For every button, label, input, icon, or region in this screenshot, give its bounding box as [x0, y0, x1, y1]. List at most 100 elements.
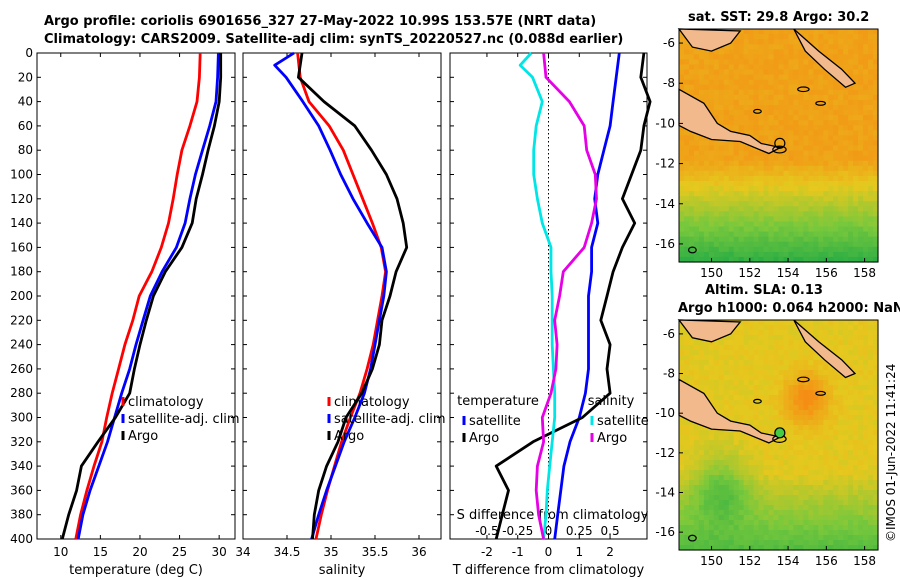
salinity-legend-label: climatology: [334, 395, 410, 410]
difference-series-t-argo: [494, 52, 652, 540]
salinity-legend-label: Argo: [334, 429, 364, 444]
ytick-label: 340: [10, 459, 33, 473]
difference-series-t-satellite: [553, 52, 621, 540]
map_sla-ytick-label: -10: [655, 406, 675, 420]
map_sst-ytick-label: -6: [663, 36, 675, 50]
salinity-axes-box: [242, 52, 442, 540]
map_sst-island: [815, 100, 826, 106]
difference-series-s-satellite: [518, 52, 557, 540]
difference-x2tick-label: 0: [545, 524, 553, 538]
difference-x2tick-label: -0.25: [502, 524, 533, 538]
temperature-xlabel: temperature (deg C): [69, 563, 203, 578]
temperature-series-argo: [60, 53, 223, 540]
temperature-xtick-label: 20: [132, 545, 147, 559]
temperature-xtick-label: 10: [53, 545, 68, 559]
map_sst-xtick-label: 150: [700, 266, 723, 280]
map_sla-island: [687, 534, 697, 542]
map_sst-land: [793, 28, 857, 89]
temperature-series-satellite-adj-clim: [76, 52, 220, 540]
temperature-xtick-label: 25: [172, 545, 187, 559]
map_sla-xtick-label: 158: [853, 554, 876, 568]
salinity-xtick-label: 36: [411, 545, 426, 559]
map-sst-title: sat. SST: 29.8 Argo: 30.2: [688, 10, 870, 25]
legend-sal-label: satellite: [597, 414, 649, 429]
map_sst-ytick-label: -10: [655, 116, 675, 130]
difference-xlabel: T difference from climatology: [452, 563, 645, 578]
map_sla-ytick-label: -8: [663, 367, 675, 381]
salinity-series-satellite-adj-clim: [273, 51, 388, 540]
temperature-axes-box: [36, 52, 236, 540]
map_sla-ytick-label: -6: [663, 327, 675, 341]
map_sla-ytick-label: -16: [655, 525, 675, 539]
map_sla-xtick-label: 150: [700, 554, 723, 568]
difference-xtick-label: 2: [606, 545, 614, 559]
map_sst-land: [677, 28, 742, 52]
legend-temperature-title: temperature: [457, 394, 539, 409]
ytick-label: 20: [18, 70, 33, 84]
map_sla-land: [677, 319, 742, 343]
map_sla-island: [753, 398, 762, 404]
map_sla-xtick-label: 156: [815, 554, 838, 568]
difference-xtick-label: -1: [512, 545, 524, 559]
map_sst-xtick-label: 158: [853, 266, 876, 280]
difference-xtick-label: 1: [575, 545, 583, 559]
map_sst-xtick-label: 156: [815, 266, 838, 280]
difference-x2tick-label: 0.5: [601, 524, 620, 538]
legend-temp-label: Argo: [469, 431, 499, 446]
map-sla-title-line1: Altim. SLA: 0.13: [705, 283, 823, 298]
ytick-label: 280: [10, 386, 33, 400]
ytick-label: 100: [10, 168, 33, 182]
map_sst-ytick-label: -16: [655, 237, 675, 251]
map_sla-land: [793, 319, 857, 379]
map_sla-island: [815, 390, 826, 396]
ytick-label: 140: [10, 216, 33, 230]
temperature-legend-label: satellite-adj. clim: [128, 412, 240, 427]
map_sla-xtick-label: 152: [738, 554, 761, 568]
ytick-label: 400: [10, 532, 33, 546]
temperature-legend-label: Argo: [128, 429, 158, 444]
figure-title-line2: Climatology: CARS2009. Satellite-adj cli…: [44, 32, 624, 47]
map_sst-xtick-label: 152: [738, 266, 761, 280]
temperature-series-climatology: [74, 52, 202, 540]
salinity-xtick-label: 34.5: [274, 545, 301, 559]
ytick-label: 320: [10, 435, 33, 449]
difference-xtick-label: 0: [545, 545, 553, 559]
ytick-label: 0: [25, 46, 33, 60]
ytick-label: 160: [10, 240, 33, 254]
ytick-label: 380: [10, 508, 33, 522]
salinity-legend-label: satellite-adj. clim: [334, 412, 446, 427]
map_sla-grid: [679, 320, 879, 551]
map_sst-island: [797, 86, 810, 93]
ytick-label: 120: [10, 192, 33, 206]
map_sst-ytick-label: -8: [663, 76, 675, 90]
ytick-label: 220: [10, 313, 33, 327]
map_sla-xtick-label: 154: [777, 554, 800, 568]
map_sst-island: [687, 246, 697, 254]
map_sst-argo-marker: [774, 137, 786, 149]
difference-x2label: S difference from climatology: [457, 508, 649, 523]
temperature-legend-label: climatology: [128, 395, 204, 410]
ytick-label: 80: [18, 143, 33, 157]
ytick-label: 200: [10, 289, 33, 303]
ytick-label: 240: [10, 338, 33, 352]
ytick-label: 180: [10, 265, 33, 279]
ytick-label: 360: [10, 483, 33, 497]
ytick-label: 260: [10, 362, 33, 376]
figure-title-line1: Argo profile: coriolis 6901656_327 27-Ma…: [44, 14, 597, 29]
salinity-xtick-label: 35: [323, 545, 338, 559]
salinity-xlabel: salinity: [319, 563, 366, 578]
map_sst-island: [772, 145, 787, 154]
difference-series-s-argo: [534, 52, 598, 540]
salinity-xtick-label: 35.5: [362, 545, 389, 559]
difference-xtick-label: -2: [481, 545, 493, 559]
legend-sal-label: Argo: [597, 431, 627, 446]
ytick-label: 60: [18, 119, 33, 133]
map_sst-land: [678, 88, 783, 155]
map_sla-frame: [678, 319, 879, 551]
map_sst-grid: [679, 29, 879, 263]
ytick-label: 40: [18, 95, 33, 109]
map_sla-ytick-label: -14: [655, 486, 675, 500]
temperature-xtick-label: 30: [212, 545, 227, 559]
map-sla-title-line2: Argo h1000: 0.064 h2000: NaN: [678, 301, 900, 316]
